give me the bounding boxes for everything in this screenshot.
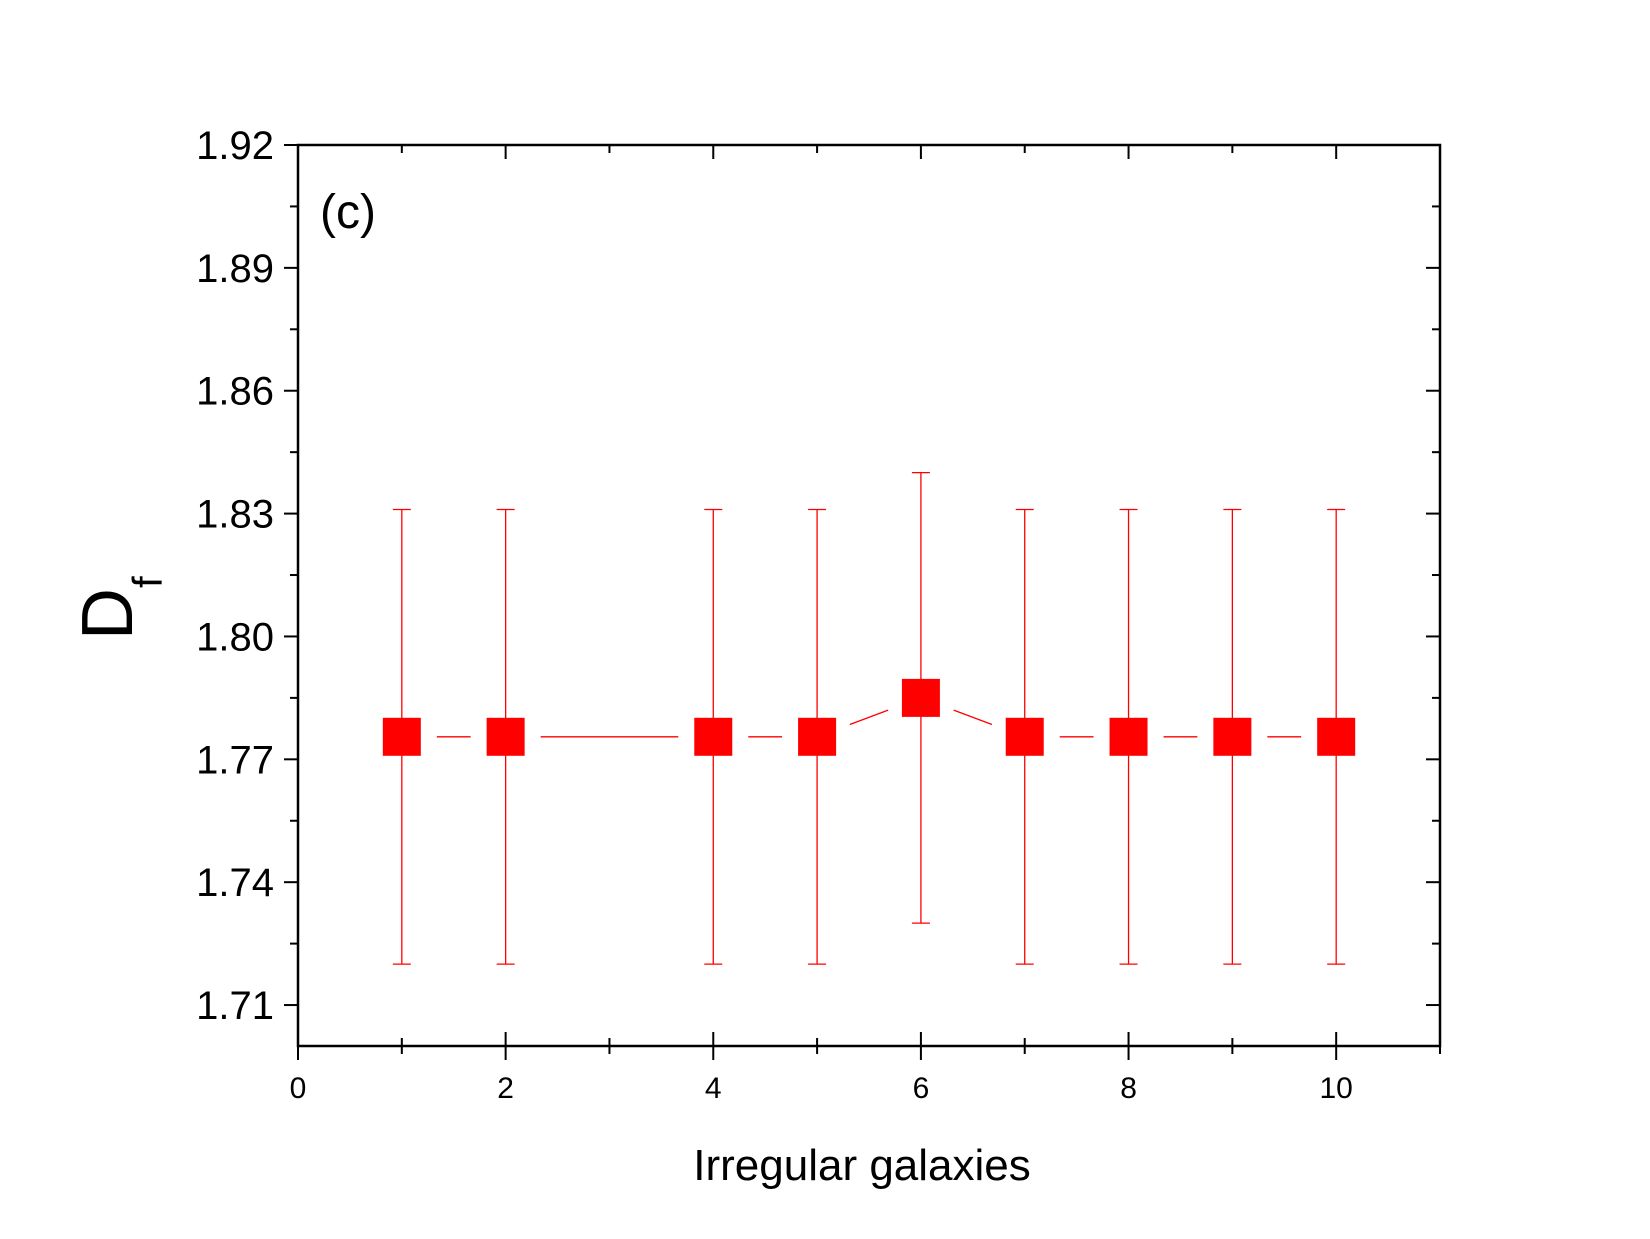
connector-lines (436, 709, 1302, 738)
x-tick-label: 2 (497, 1072, 514, 1105)
x-tick-label: 10 (1319, 1072, 1352, 1105)
minor-ticks (290, 145, 1441, 1054)
y-tick-label: 1.74 (196, 861, 274, 905)
x-tick-labels: 0 2 4 6 8 10 (290, 1072, 1353, 1105)
data-point-marker (798, 717, 837, 756)
markers (382, 678, 1356, 756)
data-point-marker (1005, 717, 1044, 756)
data-point-marker (901, 678, 940, 717)
error-bars (392, 471, 1346, 965)
data-point-marker (1317, 717, 1356, 756)
data-point-marker (1109, 717, 1148, 756)
y-tick-label: 1.92 (196, 124, 274, 168)
x-tick-label: 8 (1120, 1072, 1137, 1105)
x-axis-label: Irregular galaxies (693, 1141, 1031, 1190)
svg-text:Df: Df (68, 576, 171, 640)
plot-frame (296, 143, 1442, 1048)
panel-label: (c) (320, 186, 376, 239)
y-tick-label: 1.83 (196, 493, 274, 537)
x-tick-label: 6 (913, 1072, 930, 1105)
y-tick-label: 1.80 (196, 615, 274, 659)
y-tick-label: 1.71 (196, 984, 274, 1028)
connector-line (849, 709, 889, 726)
data-point-marker (1213, 717, 1252, 756)
connector-line (953, 709, 993, 726)
data-point-marker (694, 717, 733, 756)
y-tick-labels: 1.71 1.74 1.77 1.80 1.83 1.86 1.89 1.92 (196, 124, 274, 1028)
x-tick-label: 4 (705, 1072, 722, 1105)
y-axis-label-main: D (68, 588, 148, 640)
major-ticks (284, 144, 1440, 1060)
data-point-marker (486, 717, 525, 756)
y-axis-label: Df (68, 576, 171, 640)
x-tick-label: 0 (290, 1072, 307, 1105)
y-tick-label: 1.77 (196, 738, 274, 782)
data-point-marker (382, 717, 421, 756)
y-axis-label-sub: f (124, 576, 171, 588)
y-tick-label: 1.89 (196, 247, 274, 291)
y-tick-label: 1.86 (196, 370, 274, 414)
